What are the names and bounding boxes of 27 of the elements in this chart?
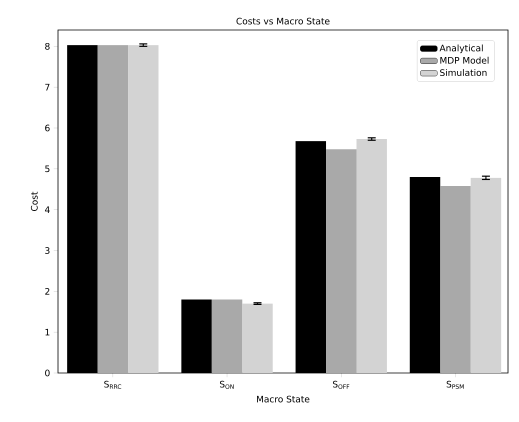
bar xyxy=(356,139,387,373)
y-axis-title: Cost xyxy=(30,192,38,211)
x-axis-title: Macro State xyxy=(257,396,310,402)
y-tick-label: 1 xyxy=(46,328,50,336)
x-tick-label: S$_{OFF}$ xyxy=(332,380,350,389)
bar xyxy=(470,178,502,373)
legend-label: MDP Model xyxy=(440,56,488,64)
legend-label: Analytical xyxy=(440,44,483,54)
y-tick-label: 2 xyxy=(45,288,50,295)
bar xyxy=(326,149,356,373)
x-tick-label: S$_{RRC}$ xyxy=(104,380,122,389)
y-tick-label: 7 xyxy=(45,84,50,90)
y-tick-label: 8 xyxy=(45,42,50,50)
chart-title: Costs vs Macro State xyxy=(236,18,330,24)
x-tick-label: S$_{PSM}$ xyxy=(446,380,464,389)
y-tick-label: 6 xyxy=(45,124,50,132)
bar xyxy=(128,45,159,373)
bar xyxy=(242,304,273,373)
bar xyxy=(440,186,471,373)
y-tick-label: 4 xyxy=(44,206,50,213)
y-tick-label: 0 xyxy=(45,370,50,376)
bar xyxy=(98,45,128,373)
legend-label: Simulation xyxy=(440,69,487,76)
bar xyxy=(212,300,242,373)
x-tick-label: S$_{ON}$ xyxy=(220,380,234,389)
y-tick-label: 5 xyxy=(45,166,50,172)
y-tick-label: 3 xyxy=(45,247,50,254)
